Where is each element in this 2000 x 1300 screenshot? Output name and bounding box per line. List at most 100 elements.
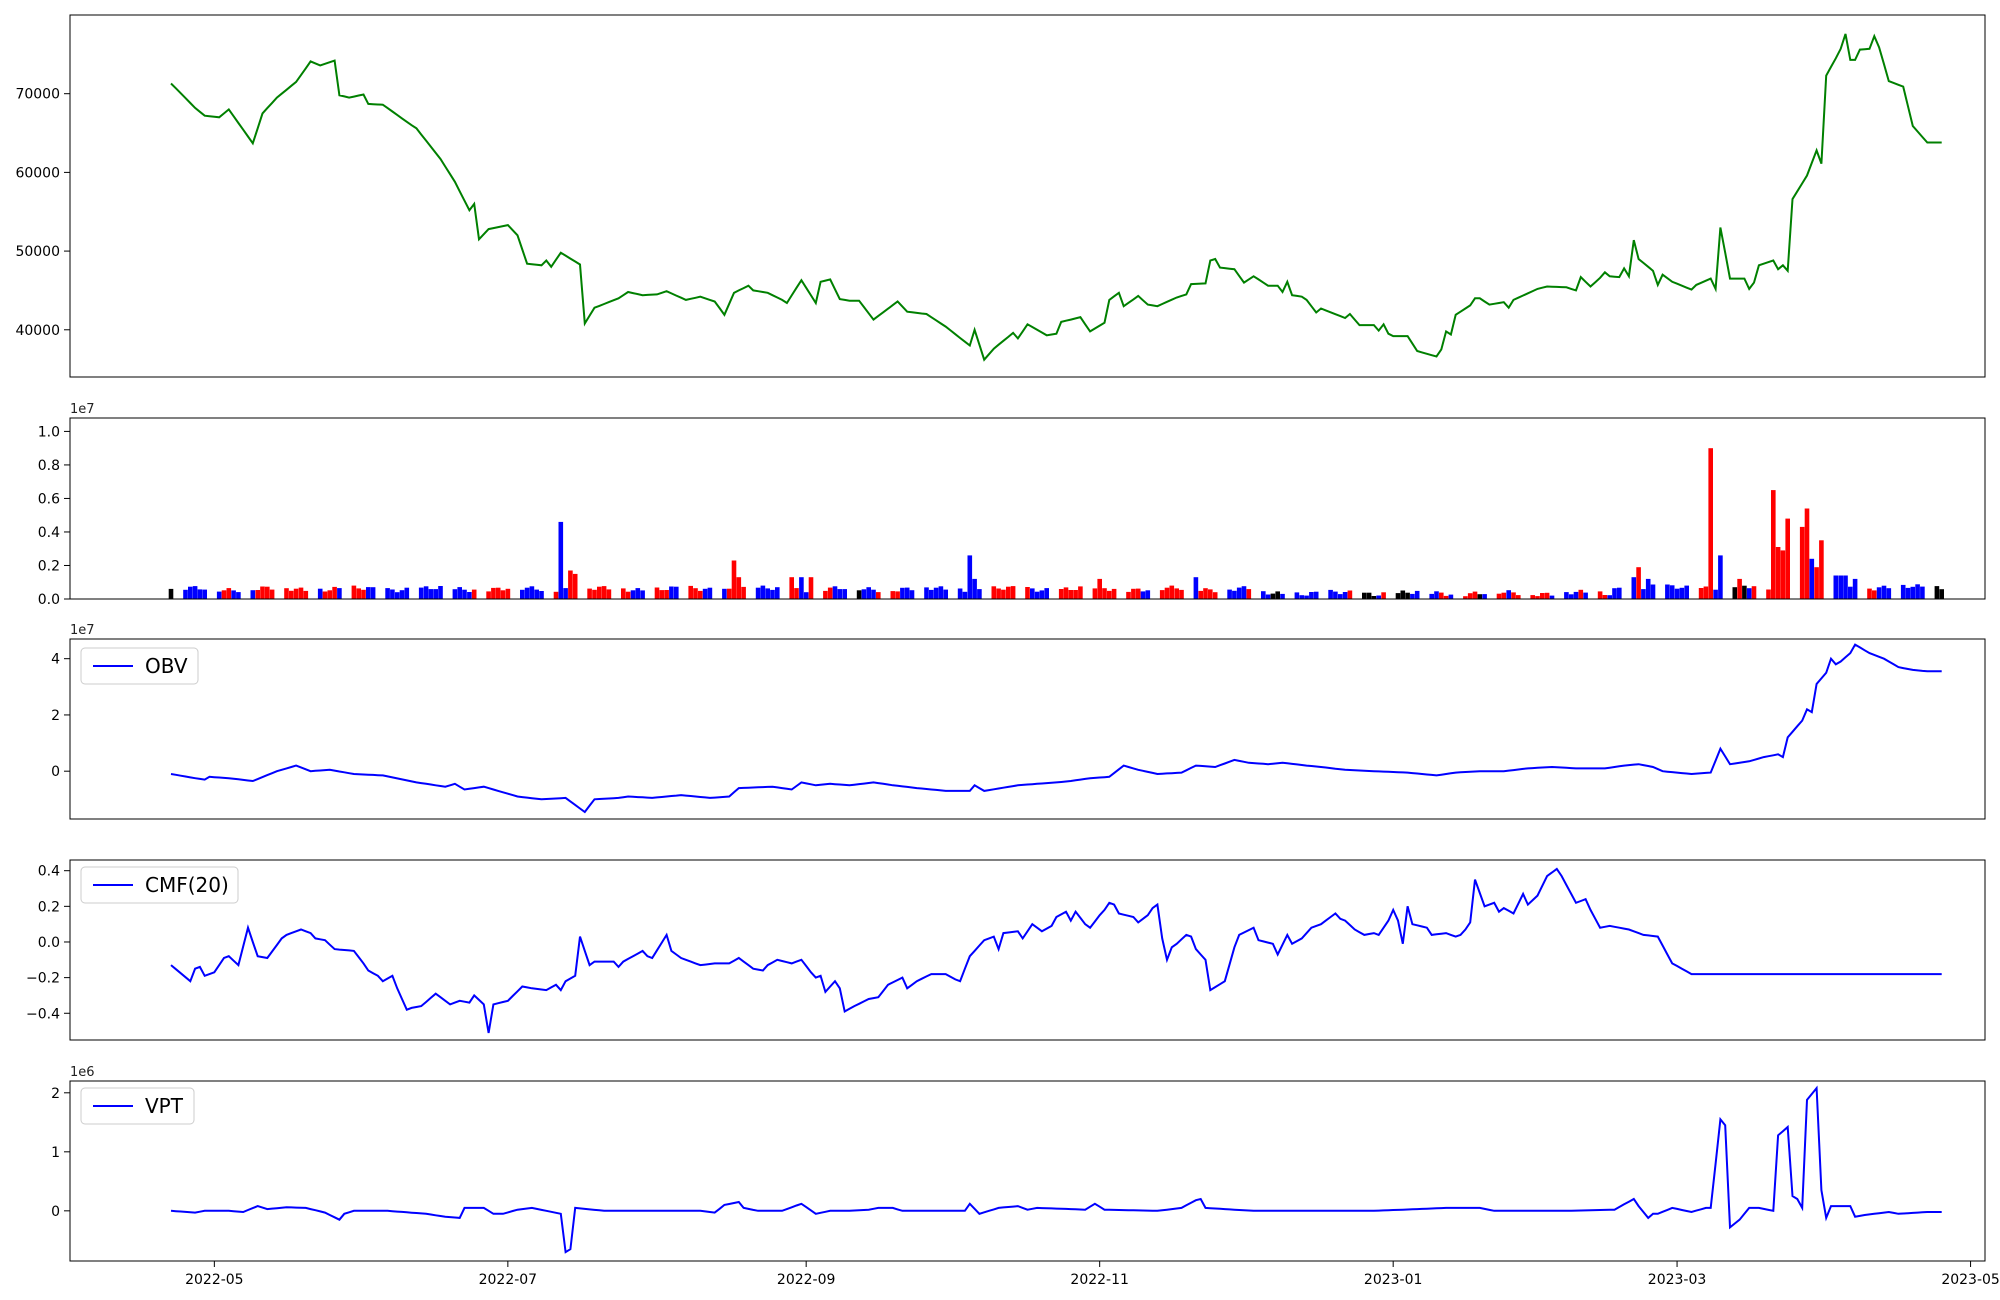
volume-bar: [765, 588, 770, 599]
x-tick-label: 2023-03: [1648, 1272, 1707, 1288]
volume-bar: [1737, 578, 1742, 599]
volume-bar: [1236, 587, 1242, 599]
volume-bar: [991, 586, 997, 599]
volume-bar: [1203, 588, 1208, 599]
volume-bar: [1540, 593, 1545, 599]
volume-bar: [1333, 591, 1338, 599]
volume-bar: [1006, 586, 1011, 599]
volume-bar: [563, 588, 568, 599]
volume-bar: [471, 589, 477, 599]
volume-bar: [1713, 589, 1718, 599]
volume-bar: [183, 589, 188, 599]
volume-y-tick-label: 0.8: [38, 458, 60, 474]
volume-bars: [168, 448, 1944, 599]
volume-bar: [635, 588, 641, 599]
volume-bar: [1867, 588, 1872, 599]
volume-bar: [597, 586, 602, 599]
volume-bar: [1602, 595, 1608, 599]
volume-y-tick-label: 0.6: [38, 491, 60, 507]
volume-bar: [702, 588, 708, 599]
volume-bar: [1265, 594, 1271, 599]
volume-bar: [1362, 592, 1367, 599]
obv-panel: 1e7 0 2 4 OBV: [51, 623, 1986, 820]
volume-bar: [741, 586, 746, 599]
volume-bar: [1799, 526, 1805, 599]
obv-multiplier-label: 1e7: [70, 623, 95, 638]
cmf-y-ticks: −0.4 −0.2 0.0 0.2 0.4: [26, 864, 70, 1022]
volume-bar: [827, 587, 833, 599]
volume-bar: [370, 587, 376, 599]
volume-bar: [1063, 587, 1069, 599]
volume-bar: [303, 590, 309, 599]
volume-bar: [972, 578, 977, 599]
volume-bar: [722, 588, 727, 599]
volume-bar: [1876, 587, 1882, 599]
x-axis-ticks: 2022-05 2022-07 2022-09 2022-11 2023-01 2023-…: [185, 1261, 2000, 1288]
cmf-y-tick-label: −0.4: [26, 1006, 60, 1022]
volume-bar: [168, 588, 174, 599]
volume-bar: [293, 588, 299, 599]
x-tick-label: 2022-07: [479, 1272, 538, 1288]
volume-bar: [890, 591, 896, 599]
volume-bar: [1636, 567, 1641, 599]
volume-bar: [1631, 577, 1637, 599]
volume-bar: [289, 590, 294, 599]
volume-bar: [1568, 594, 1574, 599]
x-tick-label: 2022-05: [185, 1272, 244, 1288]
obv-y-tick-label: 0: [51, 764, 60, 780]
volume-bar: [1309, 592, 1314, 599]
volume-bar: [534, 589, 539, 599]
volume-bar: [929, 589, 934, 599]
volume-bar: [1366, 592, 1372, 599]
volume-bar: [1684, 585, 1689, 599]
volume-bar: [1506, 590, 1511, 599]
volume-bar: [1126, 591, 1131, 599]
volume-bar: [192, 586, 198, 599]
volume-bar: [1241, 586, 1247, 599]
volume-bar: [1097, 578, 1102, 599]
volume-bar: [1135, 588, 1141, 599]
volume-bar: [1400, 590, 1406, 599]
volume-bar: [231, 590, 236, 599]
volume-bar: [967, 555, 973, 599]
cmf-panel: −0.4 −0.2 0.0 0.2 0.4 CMF(20): [26, 859, 1986, 1041]
volume-bar: [900, 587, 905, 599]
volume-bar: [957, 588, 963, 599]
volume-bar: [491, 587, 496, 599]
obv-axes-frame: [69, 638, 1986, 820]
volume-bar: [1617, 587, 1622, 599]
volume-bar: [399, 590, 405, 599]
volume-bar: [255, 590, 260, 599]
volume-bar: [327, 590, 333, 599]
price-y-tick-label: 50000: [15, 244, 60, 260]
volume-bar: [226, 588, 232, 599]
volume-bar: [1078, 586, 1083, 599]
obv-legend: OBV: [80, 647, 199, 685]
volume-bar: [1477, 594, 1483, 599]
volume-bar: [385, 588, 390, 599]
volume-bar: [1280, 593, 1285, 599]
volume-bar: [1886, 588, 1892, 599]
volume-bar: [1001, 589, 1006, 599]
volume-bar: [1814, 567, 1819, 599]
volume-bar: [789, 577, 794, 599]
volume-bar: [1939, 589, 1944, 599]
volume-bar: [909, 590, 915, 599]
volume-bar: [423, 586, 429, 599]
volume-bar: [904, 587, 910, 599]
volume-bar: [558, 521, 564, 599]
volume-bar: [418, 587, 424, 599]
volume-bar: [1463, 596, 1468, 599]
volume-bar: [1193, 577, 1199, 599]
volume-bar: [1612, 588, 1617, 599]
volume-bar: [356, 588, 361, 599]
volume-bar: [1232, 590, 1237, 599]
obv-y-tick-label: 4: [51, 652, 60, 668]
vpt-y-tick-label: 2: [51, 1086, 60, 1102]
volume-bar: [495, 587, 501, 599]
volume-bar: [1010, 586, 1016, 599]
volume-bar: [775, 587, 780, 599]
volume-bar: [1900, 584, 1906, 599]
volume-bar: [924, 587, 929, 599]
volume-bar: [1270, 593, 1276, 599]
